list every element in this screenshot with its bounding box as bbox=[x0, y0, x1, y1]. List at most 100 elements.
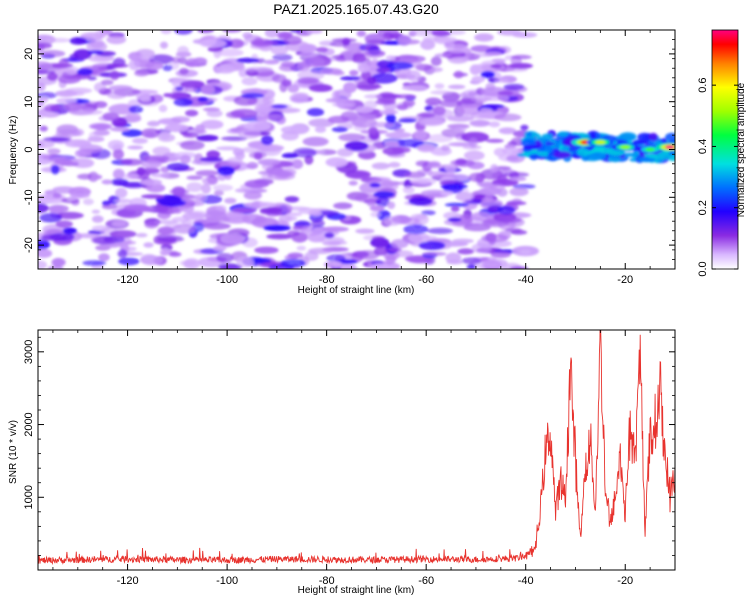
spectrogram-cell bbox=[242, 32, 253, 39]
spectrogram-cell bbox=[267, 171, 296, 181]
spectrogram-cell bbox=[332, 102, 354, 107]
spectrogram-cell bbox=[557, 131, 569, 137]
spectrogram-cell bbox=[503, 83, 525, 91]
spectrogram-cell bbox=[196, 134, 219, 142]
spectrogram-cell bbox=[439, 99, 463, 108]
spectrogram-cell bbox=[139, 179, 163, 186]
spectrogram-cell bbox=[93, 101, 108, 109]
spectrogram-cell bbox=[471, 243, 492, 254]
spectrogram-cell bbox=[135, 233, 148, 238]
spectrogram-cell bbox=[364, 100, 378, 110]
spectrogram-cell bbox=[199, 157, 223, 162]
spectrogram-cell bbox=[181, 194, 203, 204]
spectrogram-cell bbox=[541, 133, 554, 138]
spectrogram-cell bbox=[385, 113, 396, 124]
spectrogram-cell bbox=[481, 258, 508, 268]
spectrogram-cell bbox=[82, 198, 94, 206]
spectrogram-cell bbox=[490, 63, 503, 69]
spectrogram-cell bbox=[440, 183, 468, 190]
spectrogram-cell bbox=[112, 220, 127, 227]
spectrogram-cell bbox=[93, 123, 111, 131]
spectrogram-cell bbox=[38, 50, 66, 58]
spectrogram-cell bbox=[179, 67, 189, 75]
spectrogram-cell bbox=[171, 186, 186, 196]
y-tick-label: 10 bbox=[23, 96, 35, 108]
spectrogram-cell bbox=[461, 257, 483, 265]
spectrogram-cell bbox=[54, 159, 74, 165]
spectrogram-cell bbox=[480, 71, 495, 79]
spectrogram-cell bbox=[509, 176, 527, 182]
spectrogram-cell bbox=[481, 233, 509, 243]
spectrogram-cell bbox=[270, 45, 289, 55]
spectrogram-cell bbox=[108, 85, 133, 91]
spectrogram-cell bbox=[331, 126, 348, 133]
spectrogram-cell bbox=[375, 93, 402, 99]
spectrogram-cell bbox=[230, 108, 259, 119]
spectrogram-cell bbox=[498, 94, 510, 102]
spectrogram-cell bbox=[375, 99, 396, 105]
spectrogram-cell bbox=[345, 161, 357, 167]
spectrogram-cell bbox=[324, 232, 335, 239]
spectrogram-cell bbox=[451, 56, 469, 62]
spectrogram-cells bbox=[38, 30, 675, 269]
snr-y-axis-label: SNR (10 * v/v) bbox=[8, 420, 19, 484]
snr-series-line bbox=[38, 330, 675, 566]
spectrogram-cell bbox=[101, 79, 114, 86]
spectrogram-cell bbox=[509, 266, 529, 269]
spectrogram-cell bbox=[371, 162, 391, 170]
spectrogram-cell bbox=[402, 99, 416, 107]
spectrogram-cell bbox=[220, 233, 245, 245]
spectrogram-cell bbox=[338, 133, 366, 142]
y-tick-label: 3000 bbox=[23, 340, 35, 364]
spectrogram-cell bbox=[216, 48, 244, 57]
spectrogram-cell bbox=[447, 123, 470, 129]
x-tick-label: -120 bbox=[117, 274, 139, 286]
spectrogram-cell bbox=[141, 159, 162, 169]
spectrogram-cell bbox=[457, 104, 483, 116]
spectrogram-cell bbox=[325, 157, 348, 168]
spectrogram-cell bbox=[263, 224, 291, 232]
spectrogram-cell bbox=[297, 77, 320, 85]
spectrogram-cell bbox=[172, 224, 197, 234]
spectrogram-cell bbox=[434, 83, 445, 89]
spectrogram-cell bbox=[264, 30, 280, 38]
spectrogram-cell bbox=[447, 217, 462, 222]
spectrogram-cell bbox=[244, 179, 270, 189]
y-tick-label: -10 bbox=[23, 189, 35, 205]
spectrogram-cell bbox=[94, 30, 108, 39]
spectrogram-cell bbox=[224, 197, 237, 204]
spectrogram-cell bbox=[344, 51, 354, 61]
spectrogram-cell bbox=[136, 167, 146, 176]
spectrogram-cell bbox=[215, 204, 227, 212]
spectrogram-cell bbox=[648, 132, 658, 141]
spectrogram-cell bbox=[221, 136, 248, 142]
spectrogram-cell bbox=[519, 249, 532, 255]
spectrogram-cell bbox=[197, 30, 215, 34]
spectrogram-cell bbox=[463, 150, 485, 161]
spectrogram-cell bbox=[376, 196, 390, 208]
spectrogram-cell bbox=[550, 144, 558, 149]
spectrogram-cell bbox=[403, 224, 429, 235]
spectrogram-cell bbox=[110, 178, 129, 186]
spectrogram-cell bbox=[52, 257, 64, 266]
spectrogram-cell bbox=[55, 128, 81, 138]
spectrogram-cell bbox=[216, 253, 234, 263]
spectrogram-cell bbox=[38, 139, 55, 149]
spectrogram-cell bbox=[201, 177, 219, 185]
spectrogram-cell bbox=[236, 57, 259, 63]
spectrogram-cell bbox=[91, 215, 104, 223]
spectrogram-cell bbox=[299, 52, 318, 58]
spectrogram-cell bbox=[371, 235, 385, 241]
spectrogram-cell bbox=[332, 261, 342, 268]
spectrogram-cell bbox=[502, 172, 529, 178]
spectrogram-cell bbox=[76, 233, 100, 239]
spectrogram-cell bbox=[367, 201, 376, 207]
spectrogram-cell bbox=[576, 148, 590, 157]
y-tick-label: -20 bbox=[23, 237, 35, 253]
colorbar-tick-label: 0.0 bbox=[697, 261, 709, 276]
spectrogram-cell bbox=[432, 106, 446, 116]
spectrogram-cell bbox=[314, 126, 327, 133]
spectrogram-cell bbox=[167, 91, 187, 100]
x-tick-label: -60 bbox=[418, 575, 434, 587]
